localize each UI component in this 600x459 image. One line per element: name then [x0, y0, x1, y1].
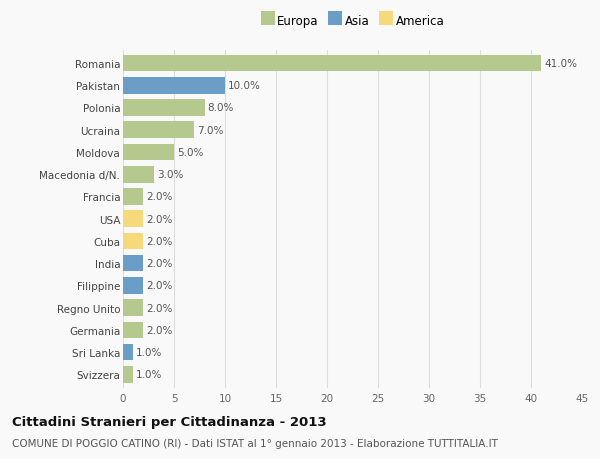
Text: 7.0%: 7.0% [197, 125, 224, 135]
Bar [123, 233, 143, 250]
Bar [123, 122, 194, 139]
Legend: Europa, Asia, America: Europa, Asia, America [259, 12, 446, 30]
Text: 5.0%: 5.0% [177, 148, 203, 157]
Bar [123, 277, 143, 294]
Bar [123, 78, 225, 95]
Text: 2.0%: 2.0% [146, 281, 173, 291]
Bar [123, 255, 143, 272]
Text: COMUNE DI POGGIO CATINO (RI) - Dati ISTAT al 1° gennaio 2013 - Elaborazione TUTT: COMUNE DI POGGIO CATINO (RI) - Dati ISTA… [12, 438, 498, 448]
Bar [123, 211, 143, 228]
Bar [123, 322, 143, 338]
Bar [123, 300, 143, 316]
Text: Cittadini Stranieri per Cittadinanza - 2013: Cittadini Stranieri per Cittadinanza - 2… [12, 415, 326, 428]
Bar [123, 144, 174, 161]
Text: 3.0%: 3.0% [157, 170, 183, 180]
Bar [123, 189, 143, 205]
Bar [123, 100, 205, 117]
Text: 1.0%: 1.0% [136, 369, 163, 380]
Text: 2.0%: 2.0% [146, 258, 173, 269]
Text: 2.0%: 2.0% [146, 325, 173, 335]
Bar [123, 167, 154, 183]
Text: 10.0%: 10.0% [228, 81, 261, 91]
Bar [123, 56, 541, 72]
Text: 2.0%: 2.0% [146, 214, 173, 224]
Bar [123, 366, 133, 383]
Text: 2.0%: 2.0% [146, 303, 173, 313]
Text: 2.0%: 2.0% [146, 236, 173, 246]
Text: 41.0%: 41.0% [544, 59, 577, 69]
Text: 2.0%: 2.0% [146, 192, 173, 202]
Text: 1.0%: 1.0% [136, 347, 163, 358]
Bar [123, 344, 133, 361]
Text: 8.0%: 8.0% [208, 103, 234, 113]
